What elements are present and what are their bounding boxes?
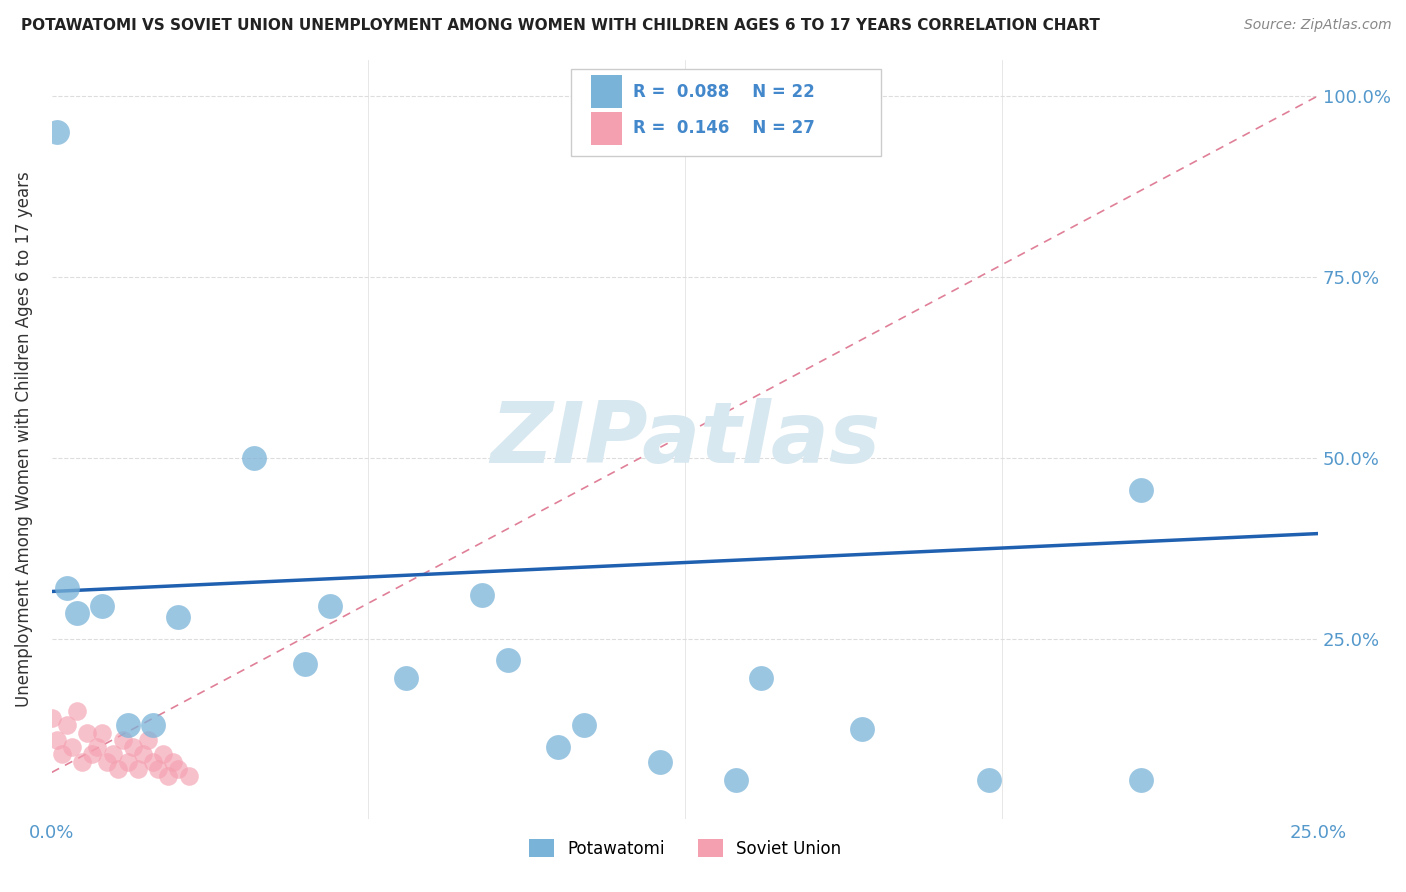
Point: [51, 747, 73, 762]
Point: [146, 762, 169, 776]
FancyBboxPatch shape: [571, 69, 882, 156]
Point: [117, 718, 139, 732]
Point: [1129, 772, 1152, 787]
FancyBboxPatch shape: [592, 112, 621, 145]
Point: [496, 653, 519, 667]
Point: [142, 755, 165, 769]
Point: [177, 769, 200, 783]
Point: [319, 599, 342, 613]
Point: [101, 747, 124, 762]
Point: [132, 747, 155, 762]
Point: [648, 755, 671, 769]
FancyBboxPatch shape: [592, 75, 621, 109]
Point: [107, 762, 129, 776]
Point: [167, 762, 190, 776]
Point: [243, 450, 266, 465]
Point: [157, 769, 180, 783]
Text: POTAWATOMI VS SOVIET UNION UNEMPLOYMENT AMONG WOMEN WITH CHILDREN AGES 6 TO 17 Y: POTAWATOMI VS SOVIET UNION UNEMPLOYMENT …: [21, 18, 1099, 33]
Point: [66, 606, 89, 620]
Point: [162, 755, 184, 769]
Point: [111, 732, 134, 747]
Point: [294, 657, 316, 671]
Point: [749, 671, 772, 685]
Point: [547, 740, 569, 755]
Text: R =  0.146    N = 27: R = 0.146 N = 27: [633, 120, 815, 137]
Point: [136, 732, 159, 747]
Point: [96, 755, 118, 769]
Point: [121, 740, 143, 755]
Point: [1129, 483, 1152, 498]
Point: [395, 671, 418, 685]
Point: [142, 718, 165, 732]
Text: R =  0.088    N = 22: R = 0.088 N = 22: [633, 83, 814, 101]
Point: [41, 711, 63, 725]
Point: [152, 747, 174, 762]
Point: [56, 718, 79, 732]
Point: [91, 599, 114, 613]
Legend: Potawatomi, Soviet Union: Potawatomi, Soviet Union: [522, 833, 848, 864]
Point: [572, 718, 595, 732]
Point: [76, 725, 98, 739]
Point: [82, 747, 104, 762]
Point: [127, 762, 149, 776]
Point: [167, 609, 190, 624]
Y-axis label: Unemployment Among Women with Children Ages 6 to 17 years: Unemployment Among Women with Children A…: [15, 171, 32, 707]
Point: [91, 725, 114, 739]
Point: [86, 740, 108, 755]
Point: [851, 722, 873, 736]
Point: [45, 125, 67, 139]
Point: [977, 772, 1000, 787]
Point: [60, 740, 83, 755]
Text: ZIPatlas: ZIPatlas: [489, 398, 880, 481]
Point: [66, 704, 89, 718]
Point: [117, 755, 139, 769]
Point: [70, 755, 93, 769]
Point: [56, 581, 79, 595]
Point: [45, 732, 67, 747]
Text: Source: ZipAtlas.com: Source: ZipAtlas.com: [1244, 18, 1392, 32]
Point: [724, 772, 747, 787]
Point: [471, 588, 494, 602]
